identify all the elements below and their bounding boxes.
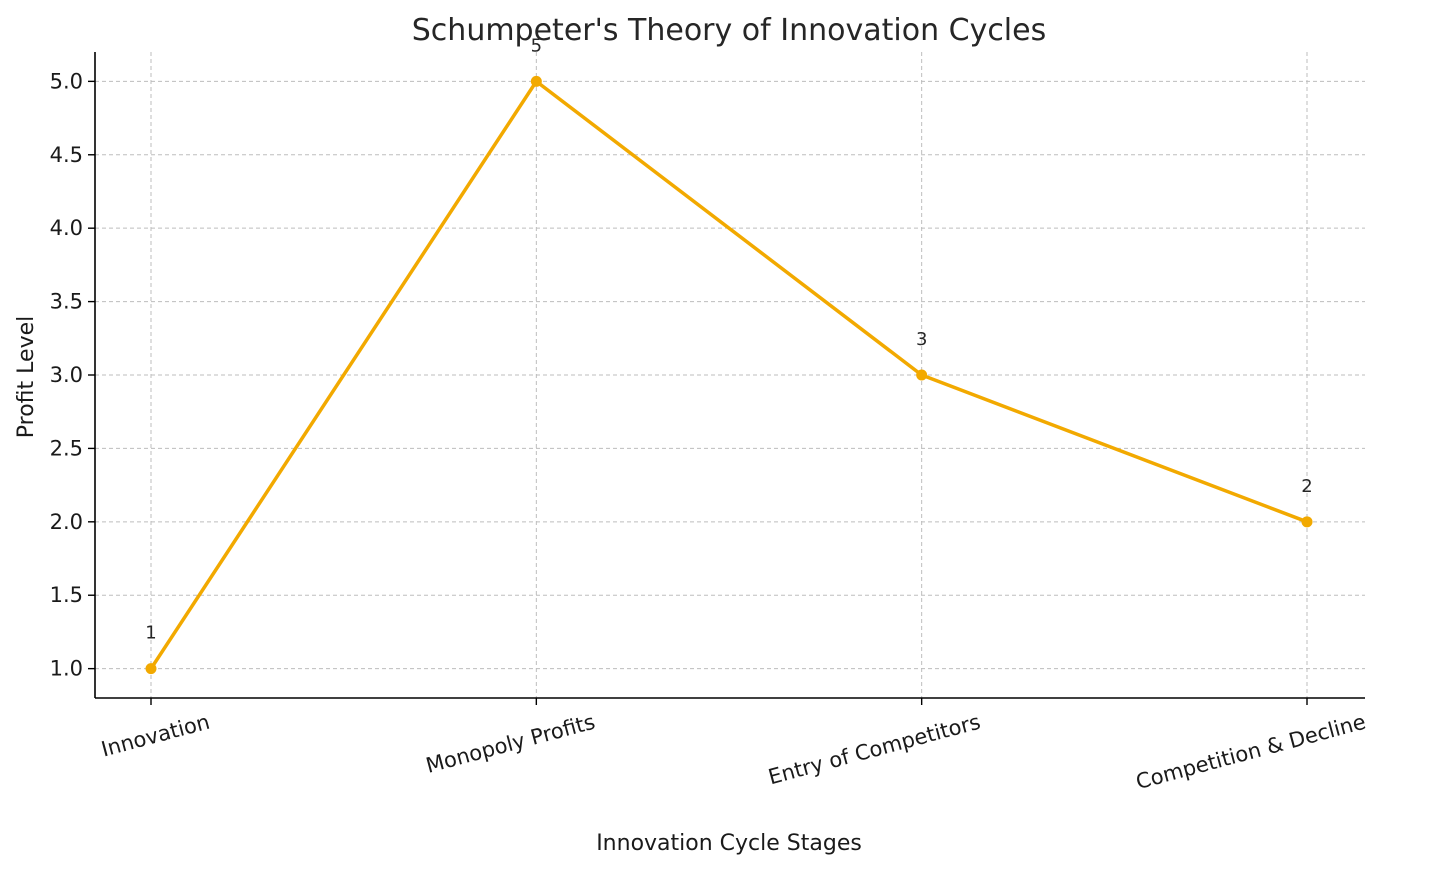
data-label: 5: [531, 35, 542, 56]
x-tick-label: Innovation: [99, 710, 213, 762]
y-tick-label: 4.5: [50, 143, 83, 167]
series: [145, 75, 1313, 675]
grid: [95, 52, 1365, 698]
x-tick-label: Entry of Competitors: [766, 710, 983, 790]
x-axis-label: Innovation Cycle Stages: [596, 831, 862, 856]
data-point: [1301, 516, 1313, 528]
x-tick-label: Monopoly Profits: [423, 710, 597, 778]
data-label: 1: [145, 623, 156, 644]
y-axis-label: Profit Level: [14, 316, 39, 438]
y-tick-label: 2.0: [50, 510, 83, 534]
chart-title: Schumpeter's Theory of Innovation Cycles: [412, 13, 1046, 48]
y-tick-label: 1.5: [50, 583, 83, 607]
data-point: [145, 663, 157, 675]
y-tick-label: 1.0: [50, 657, 83, 681]
y-tick-label: 4.0: [50, 216, 83, 240]
y-tick-label: 2.5: [50, 436, 83, 460]
data-label: 2: [1301, 476, 1312, 497]
series-line: [149, 79, 1308, 670]
axes: 1.0 1.5 2.0 2.5 3.0 3.5 4.0 4.5 5.0 Innovation Mon…: [50, 52, 1368, 794]
y-tick-label: 3.0: [50, 363, 83, 387]
x-tick-label: Competition & Decline: [1133, 710, 1368, 794]
data-label: 3: [916, 329, 927, 350]
data-point: [916, 369, 928, 381]
data-point: [530, 75, 542, 87]
y-tick-label: 3.5: [50, 290, 83, 314]
y-tick-label: 5.0: [50, 69, 83, 93]
